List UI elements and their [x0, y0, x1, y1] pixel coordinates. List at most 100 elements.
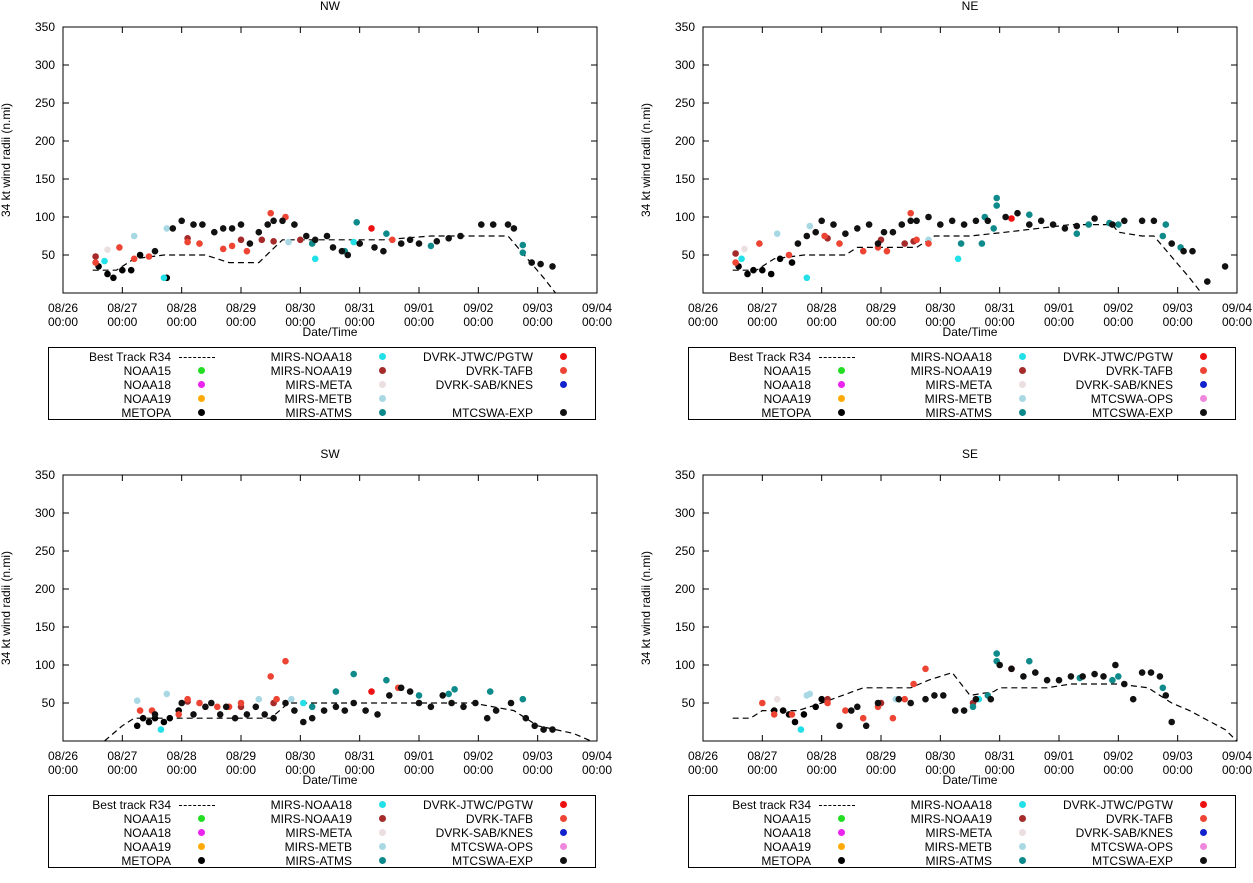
data-point [842, 230, 849, 237]
series-mirs-meta [104, 246, 111, 253]
data-point [750, 266, 757, 274]
data-point [270, 217, 277, 225]
data-point [862, 722, 870, 730]
legend-label: MIRS-META [285, 378, 352, 392]
data-point [910, 680, 917, 688]
data-point [320, 707, 328, 714]
legend-label: DVRK-SAB/KNES [435, 826, 533, 840]
data-point [308, 714, 316, 722]
data-point [1073, 222, 1081, 230]
data-point [1026, 221, 1033, 228]
legend-label: MIRS-NOAA19 [910, 364, 992, 378]
data-point [519, 695, 527, 703]
data-point [1159, 684, 1167, 692]
legend-label: NOAA19 [123, 392, 171, 406]
data-point [166, 714, 174, 722]
legend-dot-symbol [198, 857, 205, 864]
data-point [119, 266, 126, 274]
data-point [854, 225, 861, 232]
data-point [741, 245, 748, 253]
legend-dot-symbol [379, 381, 386, 388]
legend-dot-symbol [1019, 353, 1026, 360]
data-point [1112, 661, 1119, 669]
plot-frame [62, 474, 598, 742]
data-point [907, 699, 914, 707]
x-tick-time: 00:00 [463, 315, 493, 329]
data-point [397, 684, 405, 692]
data-point [528, 259, 535, 266]
legend-label: METOPA [121, 854, 171, 868]
legend-dot-symbol [560, 843, 567, 850]
legend-dot-symbol [198, 829, 205, 836]
data-point [1109, 676, 1116, 684]
legend-label: MIRS-NOAA18 [910, 798, 992, 812]
legend-dot-symbol [560, 409, 567, 416]
legend-label: DVRK-JTWC/PGTW [1063, 350, 1173, 364]
data-point [510, 225, 518, 232]
data-point [859, 714, 867, 722]
legend-dot-symbol [379, 843, 386, 850]
data-point [101, 257, 108, 265]
data-point [984, 217, 992, 225]
x-tick-date: 08/27 [107, 301, 137, 315]
x-axis-label: Date/Time [303, 773, 358, 787]
data-point [859, 247, 867, 255]
se-panel: SE5010015020025030035008/2600:0008/2700:… [639, 447, 1252, 787]
y-tick-label: 250 [675, 96, 695, 110]
data-point [133, 722, 141, 730]
x-tick-date: 09/01 [1044, 301, 1074, 315]
data-point [427, 242, 435, 250]
series-dvrk-tafb [92, 209, 396, 266]
x-tick-time: 00:00 [866, 763, 896, 777]
x-tick-time: 00:00 [523, 315, 553, 329]
x-tick-date: 08/30 [285, 301, 315, 315]
x-tick-time: 00:00 [866, 315, 896, 329]
x-tick-date: 08/26 [48, 301, 78, 315]
data-point [196, 240, 203, 247]
data-point [874, 699, 882, 707]
data-point [228, 225, 236, 232]
x-tick-date: 08/27 [747, 301, 777, 315]
legend-label: NOAA18 [123, 378, 171, 392]
legend-label: NOAA15 [123, 812, 171, 826]
data-point [130, 232, 138, 240]
data-point [836, 722, 843, 730]
legend-dot-symbol [1200, 395, 1207, 402]
y-tick-label: 200 [675, 582, 695, 596]
plot-frame [702, 26, 1238, 294]
data-point [282, 657, 289, 665]
legend-dot-symbol [379, 367, 386, 374]
data-point [954, 255, 962, 263]
x-tick-date: 08/31 [345, 749, 375, 763]
legend-label: MIRS-METB [284, 840, 352, 854]
data-point [767, 270, 775, 278]
data-point [219, 225, 227, 232]
x-tick-date: 08/28 [167, 301, 197, 315]
data-point [285, 238, 292, 246]
x-tick-time: 00:00 [404, 315, 434, 329]
data-point [151, 247, 159, 255]
legend-label: NOAA18 [763, 826, 811, 840]
legend-label: MIRS-ATMS [285, 406, 352, 420]
legend-label: DVRK-SAB/KNES [1075, 378, 1173, 392]
y-tick-label: 350 [35, 468, 55, 482]
data-point [208, 699, 215, 707]
data-point [1008, 215, 1015, 222]
data-point [785, 251, 793, 259]
data-point [969, 703, 977, 711]
data-point [957, 240, 965, 247]
x-tick-date: 09/02 [463, 749, 493, 763]
data-point [880, 228, 888, 236]
y-tick-label: 200 [35, 582, 55, 596]
data-point [951, 707, 959, 714]
series-mtcswa-exp [794, 209, 1229, 285]
y-tick-label: 300 [35, 58, 55, 72]
data-point [151, 711, 159, 718]
data-point [800, 711, 808, 718]
y-tick-label: 100 [675, 210, 695, 224]
data-point [794, 240, 802, 247]
data-point [255, 695, 263, 703]
data-point [732, 259, 739, 266]
y-tick-label: 50 [42, 248, 56, 262]
data-point [1109, 221, 1116, 228]
